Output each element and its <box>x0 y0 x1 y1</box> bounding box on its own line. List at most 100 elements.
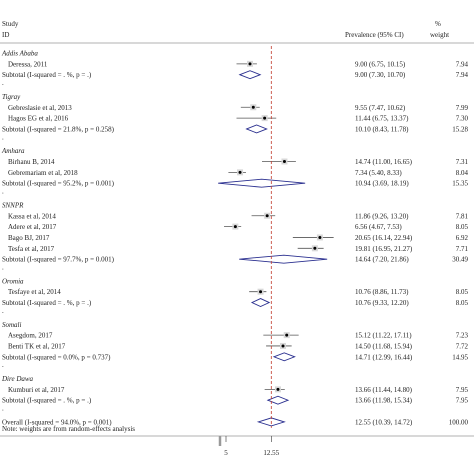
ci-text: 7.34 (5.40, 8.33) <box>355 169 402 177</box>
weight-value: 14.95 <box>452 353 468 361</box>
weight-value: 7.95 <box>456 397 469 405</box>
weight-value: 8.05 <box>456 299 469 307</box>
spacer-dot: . <box>2 307 4 315</box>
ci-text: 13.66 (11.98, 15.34) <box>355 397 413 405</box>
subtotal-diamond <box>245 124 268 134</box>
study-label: Gebremariam et al, 2018 <box>8 169 78 177</box>
study-label: Birhanu B, 2014 <box>8 158 55 166</box>
study-label: Tesfa et al, 2017 <box>8 245 55 253</box>
point-estimate <box>259 290 263 294</box>
weight-value: 15.35 <box>452 180 468 188</box>
study-label: Kumburi et al, 2017 <box>8 386 65 394</box>
weight-value: 7.81 <box>456 212 469 220</box>
subtotal-diamond <box>272 352 296 362</box>
subtotal-label: Subtotal (I-squared = . %, p = .) <box>2 397 92 405</box>
study-label: Tesfaye et al, 2014 <box>8 288 61 296</box>
point-estimate <box>285 333 289 337</box>
weight-value: 7.31 <box>456 158 469 166</box>
ci-text: 11.44 (6.75, 13.37) <box>355 115 409 123</box>
ci-text: 12.55 (10.39, 14.72) <box>355 418 413 426</box>
study-label: Bago BJ, 2017 <box>8 234 50 242</box>
study-header: Study <box>2 20 19 28</box>
ci-text: 14.64 (7.20, 21.86) <box>355 256 409 264</box>
ci-text: 11.86 (9.26, 13.20) <box>355 212 409 220</box>
subtotal-label: Subtotal (I-squared = 95.2%, p = 0.001) <box>2 180 115 188</box>
weight-value: 7.95 <box>456 386 469 394</box>
study-label: Kassa et al, 2014 <box>8 212 56 220</box>
ci-text: 14.71 (12.99, 16.44) <box>355 353 413 361</box>
point-estimate <box>282 160 286 163</box>
ci-text: 6.56 (4.67, 7.53) <box>355 223 402 231</box>
overall-diamond <box>256 417 286 427</box>
subtotal-diamond <box>250 298 271 308</box>
subtotal-diamond <box>239 254 328 264</box>
ci-text: 9.00 (7.30, 10.70) <box>355 71 406 79</box>
id-header: ID <box>2 31 9 39</box>
group-label: SNNPR <box>2 201 24 209</box>
ci-text: 20.65 (16.14, 22.94) <box>355 234 413 242</box>
group-label: Oromia <box>2 277 24 285</box>
weight-value: 100.00 <box>449 418 469 426</box>
footnote: Note: weights are from random-effects an… <box>2 425 135 433</box>
point-estimate <box>251 105 255 109</box>
weight-value: 15.28 <box>452 125 468 133</box>
subtotal-label: Subtotal (I-squared = . %, p = .) <box>2 299 92 307</box>
ci-text: 10.76 (8.86, 11.73) <box>355 288 409 296</box>
group-label: Tigray <box>2 93 21 101</box>
weight-value: 8.05 <box>456 223 469 231</box>
group-label: Amhara <box>1 147 25 155</box>
spacer-dot: . <box>2 188 4 196</box>
ci-text: 14.74 (11.00, 16.65) <box>355 158 413 166</box>
point-estimate <box>238 170 242 174</box>
point-estimate <box>281 344 285 348</box>
weight-value: 7.23 <box>456 332 469 340</box>
point-estimate <box>265 214 269 218</box>
study-label: Benti TK et al, 2017 <box>8 342 66 350</box>
subtotal-diamond <box>218 178 306 188</box>
point-estimate <box>233 225 237 229</box>
weight-value: 7.94 <box>456 60 469 68</box>
effect-header: Prevalence (95% CI) <box>345 31 404 39</box>
ci-text: 10.10 (8.43, 11.78) <box>355 125 409 133</box>
subtotal-label: Subtotal (I-squared = 97.7%, p = 0.001) <box>2 256 115 264</box>
group-label: Somali <box>2 321 22 329</box>
x-axis: 5 12.55 <box>218 436 280 457</box>
weight-value: 7.99 <box>456 104 469 112</box>
study-label: Deressa, 2011 <box>8 60 48 68</box>
ci-text: 15.12 (11.22, 17.11) <box>355 332 412 340</box>
group-label: Dire Dawa <box>1 375 34 383</box>
subtotal-label: Subtotal (I-squared = 21.8%, p = 0.258) <box>2 125 115 133</box>
ci-text: 13.66 (11.44, 14.80) <box>355 386 413 394</box>
subtotal-label: Subtotal (I-squared = . %, p = .) <box>2 71 92 79</box>
point-estimate <box>276 387 280 391</box>
ci-text: 10.76 (9.33, 12.20) <box>355 299 409 307</box>
percent-header: % <box>435 20 441 28</box>
spacer-dot: . <box>2 133 4 141</box>
point-estimate <box>313 246 317 250</box>
point-estimate <box>248 62 252 66</box>
forest-rows: Addis Ababa Deressa, 2011 9.00 (6.75, 10.1… <box>1 46 469 428</box>
subtotal-diamond <box>266 395 290 405</box>
weight-value: 8.04 <box>456 169 469 177</box>
spacer-dot: . <box>2 361 4 369</box>
spacer-dot: . <box>2 79 4 87</box>
overall-label: Overall (I-squared = 94.0%, p = 0.001) <box>2 418 112 426</box>
ci-text: 14.50 (11.68, 15.94) <box>355 342 413 350</box>
x-tick-label: 5 <box>224 449 228 457</box>
point-estimate <box>263 116 267 120</box>
weight-value: 7.94 <box>456 71 469 79</box>
group-label: Addis Ababa <box>1 50 38 58</box>
weight-value: 30.49 <box>452 256 468 264</box>
weight-header: weight <box>430 31 449 39</box>
x-tick-label: 12.55 <box>263 449 279 457</box>
study-label: Asegdom, 2017 <box>8 332 53 340</box>
subtotal-diamond <box>238 70 262 80</box>
subtotal-label: Subtotal (I-squared = 0.0%, p = 0.737) <box>2 353 111 361</box>
spacer-dot: . <box>2 405 4 413</box>
weight-value: 6.92 <box>456 234 469 242</box>
study-label: Adere et al, 2017 <box>8 223 57 231</box>
weight-value: 7.30 <box>456 115 469 123</box>
ci-text: 9.00 (6.75, 10.15) <box>355 60 406 68</box>
spacer-dot: . <box>2 264 4 272</box>
